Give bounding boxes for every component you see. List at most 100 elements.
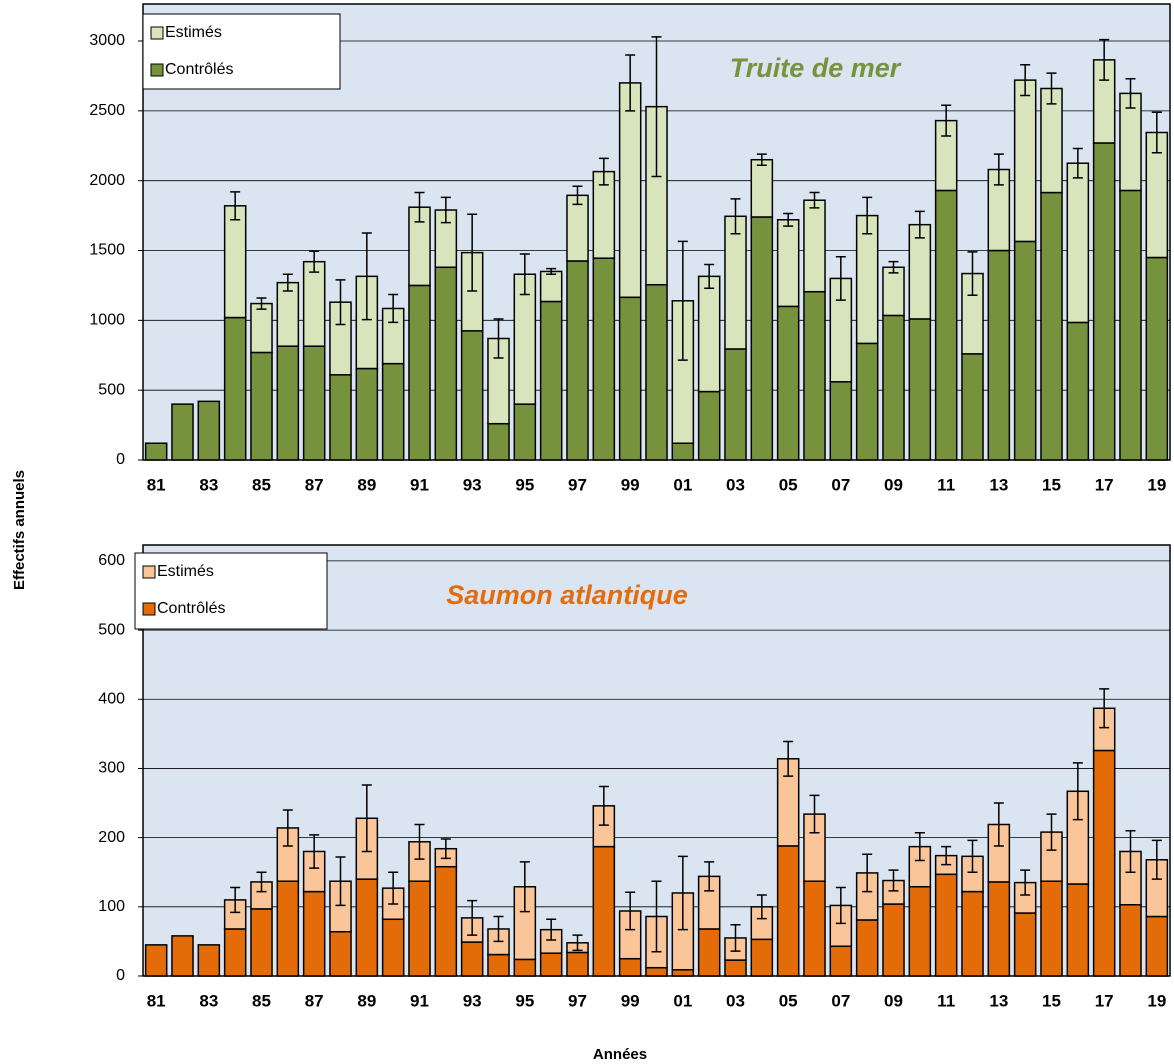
error-bar [1099,38,1110,81]
bar-segment [223,205,247,319]
bar-segment [487,422,510,461]
x-tick-label: 97 [568,991,587,1010]
bar-segment [171,935,194,977]
error-bar [1020,869,1031,896]
bar-segment [276,281,300,347]
bar-segment [408,880,431,977]
bar-segment [724,348,747,461]
y-tick-label: 2000 [89,172,125,189]
bar-segment [144,442,168,461]
error-bar [967,839,978,873]
bar-segment [724,215,747,350]
x-tick-label: 15 [1042,475,1061,494]
bar-segment [961,890,984,977]
error-bar [1099,688,1110,729]
bar-segment [908,886,932,977]
error-bar [941,104,952,137]
bar-segment [1119,903,1142,977]
bar-segment [908,223,932,320]
y-tick-label: 500 [98,381,125,398]
bar-segment [882,903,905,977]
error-bar [835,256,846,301]
y-tick-label: 1000 [89,312,125,329]
error-bar [1151,839,1162,880]
bar-segment [1013,79,1037,243]
error-bar [862,853,873,893]
error-bar [783,740,794,777]
error-bar [546,918,557,941]
x-tick-label: 99 [621,991,640,1010]
error-bar [440,196,451,224]
bar-segment [434,865,458,977]
error-bar [914,832,925,862]
error-bar [1072,762,1083,821]
bar-segment [408,284,431,461]
bar-segment [671,969,695,977]
bar-segment [276,880,300,977]
bar-segment [1040,880,1063,977]
bar-segment [250,908,273,977]
x-tick-label: 13 [989,991,1008,1010]
bar-segment [1092,749,1116,977]
bar-segment [697,928,721,977]
y-tick-label: 600 [98,552,125,569]
error-bar [256,871,267,893]
error-bar [1046,72,1057,105]
error-bar [546,267,557,275]
bar-segment [197,400,221,461]
chart-title: Saumon atlantique [446,580,688,610]
bar-segment [329,374,352,461]
y-tick-label: 100 [98,898,125,915]
bar-segment [934,873,958,977]
bar-segment [618,296,642,461]
x-tick-label: 01 [673,475,692,494]
bar-segment [750,938,774,977]
bar-segment [961,353,984,461]
x-tick-label: 81 [147,475,166,494]
x-tick-label: 99 [621,475,640,494]
x-tick-label: 89 [357,475,376,494]
bar-segment [829,381,853,461]
x-tick-label: 91 [410,991,429,1010]
legend-label: Estimés [165,24,222,41]
error-bar [440,838,451,860]
bar-segment [803,199,826,293]
error-bar [335,279,346,326]
bar-segment [513,958,537,977]
x-tick-label: 19 [1147,991,1166,1010]
x-axis-title: Années [593,1046,647,1063]
error-bar [493,915,504,943]
legend-swatch [150,63,164,77]
bar-segment [355,367,379,461]
legend-swatch [150,26,164,40]
y-tick-label: 3000 [89,32,125,49]
error-bar [361,784,372,853]
bar-segment [750,216,774,461]
bar-segment [329,930,352,977]
error-bar [809,191,820,209]
bar-segment [302,345,326,461]
bar-segment [1145,256,1169,461]
error-bar [704,861,715,892]
error-bar [704,263,715,289]
x-tick-label: 07 [831,475,850,494]
error-bar [572,934,583,952]
error-bar [967,251,978,296]
bar-segment [1066,321,1090,461]
bar-segment [250,302,273,354]
legend-swatch [142,565,156,579]
bar-segment [539,300,563,461]
error-bar [230,191,241,221]
error-bar [282,273,293,292]
bar-segment [724,959,747,977]
bar-segment [223,928,247,977]
bar-segment [1040,191,1063,461]
error-bar [598,157,609,186]
error-bar [625,54,636,112]
x-tick-label: 81 [147,991,166,1010]
bar-segment [618,957,642,977]
error-bar [677,855,688,931]
bar-segment [645,283,668,461]
bar-segment [645,966,668,977]
bar-segment [750,158,774,218]
